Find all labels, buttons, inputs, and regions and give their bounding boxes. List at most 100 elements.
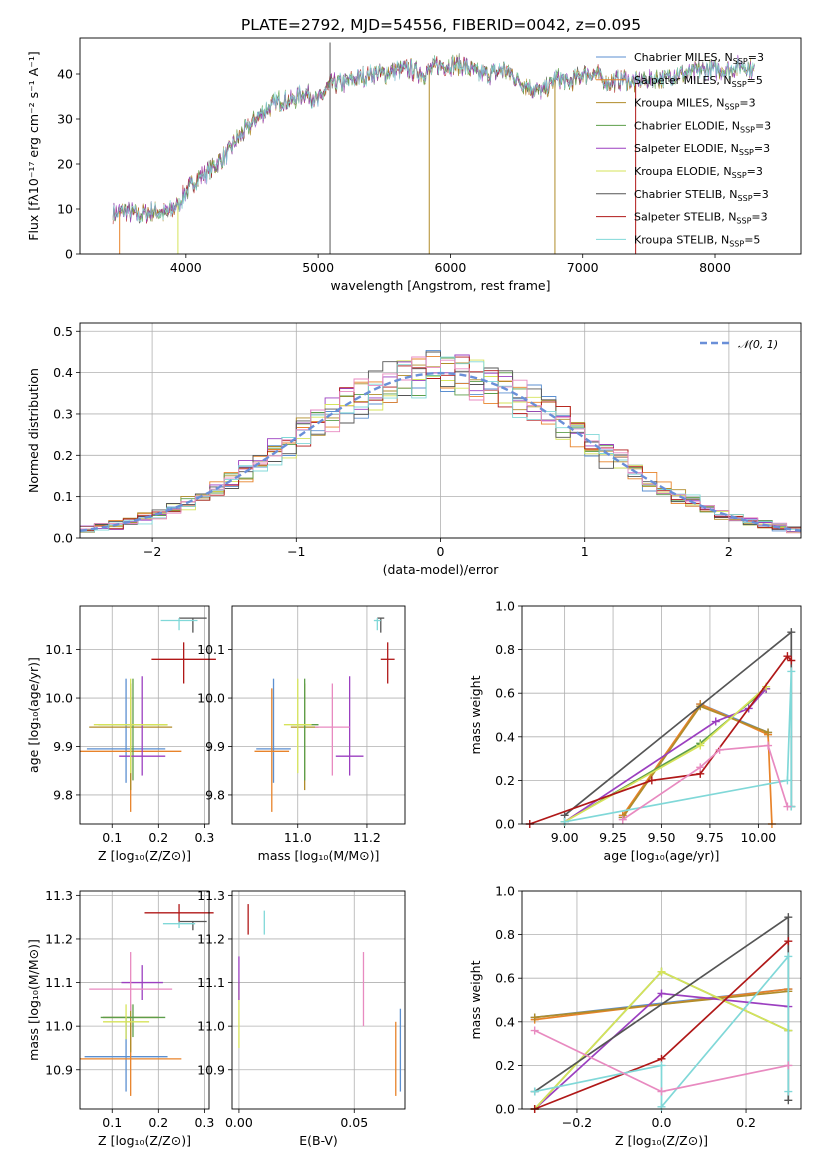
data-point-marker bbox=[784, 1096, 793, 1105]
errorbar-kroupa-stelib bbox=[373, 618, 381, 631]
x-axis-label: (data-model)/error bbox=[383, 562, 500, 577]
data-point-marker bbox=[784, 1087, 793, 1096]
plot-area bbox=[254, 617, 395, 812]
legend-subscript: SSP bbox=[733, 57, 748, 66]
legend-entry-kroupa-elodie: Kroupa ELODIE, NSSP=3 bbox=[634, 165, 763, 180]
data-point-marker bbox=[764, 728, 773, 737]
data-point-marker bbox=[657, 1061, 666, 1070]
plot-area bbox=[80, 904, 214, 1096]
legend-count: =5 bbox=[747, 74, 763, 87]
errorbar-kroupa-elodie bbox=[283, 678, 312, 774]
y-tick-label: 0.1 bbox=[53, 489, 73, 504]
axes-frame bbox=[79, 322, 802, 539]
x-tick-label: 9.00 bbox=[551, 830, 579, 845]
errorbar-chabrier-stelib bbox=[179, 920, 207, 931]
legend-subscript: SSP bbox=[736, 217, 751, 226]
y-tick-label: 0.6 bbox=[495, 686, 515, 701]
plot-area bbox=[112, 42, 755, 254]
legend-count: =5 bbox=[744, 233, 760, 246]
errorbar-kroupa-elodie bbox=[103, 1004, 150, 1040]
plot-area bbox=[79, 349, 802, 534]
legend-subscript: SSP bbox=[732, 171, 747, 180]
errorbar-kroupa-stelib bbox=[160, 618, 198, 631]
figure-title: PLATE=2792, MJD=54556, FIBERID=0042, z=0… bbox=[241, 16, 641, 34]
y-tick-label: 11.3 bbox=[45, 888, 73, 903]
panel-mass-weight-vs-Z: −0.2 0.0 0.2 0.0 0.2 0.4 0.6 0.8 1.0 Z [log₁₀(Z/Z… bbox=[468, 884, 802, 1148]
x-tick-label: 2 bbox=[725, 544, 733, 559]
errorbar-salpeter-stelib bbox=[380, 642, 395, 684]
data-point-marker bbox=[715, 745, 724, 754]
x-tick-label: 0.2 bbox=[736, 1115, 756, 1130]
plot-area bbox=[80, 617, 216, 812]
y-tick-label: 11.0 bbox=[197, 1019, 225, 1034]
legend-subscript: SSP bbox=[724, 103, 739, 112]
legend-subscript: SSP bbox=[740, 125, 755, 134]
y-tick-label: 10 bbox=[57, 202, 73, 217]
legend-count: =3 bbox=[751, 211, 767, 224]
y-axis-label: mass [log₁₀(M/M⊙)] bbox=[26, 939, 41, 1061]
panel-mass-vs-EBV: 0.00 0.05 10.9 11.0 11.1 11.2 11.3 E(B-V) bbox=[197, 888, 406, 1148]
data-point-marker bbox=[784, 952, 793, 961]
errorbar-chabrier-elodie bbox=[100, 1004, 166, 1038]
legend-count: =3 bbox=[754, 142, 770, 155]
legend-subscript: SSP bbox=[732, 80, 747, 89]
x-tick-label: 9.75 bbox=[696, 830, 724, 845]
errorbar-kroupa-stelib bbox=[162, 921, 196, 929]
histogram-step bbox=[80, 356, 801, 532]
data-point-marker bbox=[657, 967, 666, 976]
errorbar-pink bbox=[89, 952, 173, 1011]
data-point-marker bbox=[783, 776, 792, 785]
data-point-marker bbox=[560, 817, 569, 826]
x-axis-label: Z [log₁₀(Z/Z⊙)] bbox=[615, 1133, 708, 1148]
x-tick-label: −0.2 bbox=[562, 1115, 592, 1130]
data-point-marker bbox=[647, 776, 656, 785]
x-axis-label: Z [log₁₀(Z/Z⊙)] bbox=[98, 848, 191, 863]
series-line bbox=[564, 671, 793, 823]
x-tick-label: 0.1 bbox=[102, 830, 122, 845]
errorbar-salpeter-elodie bbox=[335, 676, 364, 776]
errorbar-pink bbox=[315, 683, 350, 776]
y-axis-label: mass weight bbox=[468, 675, 483, 754]
y-tick-label: 10.1 bbox=[45, 642, 73, 657]
errorbar-salpeter-elodie bbox=[121, 965, 163, 1000]
x-tick-label: 0.05 bbox=[340, 1115, 368, 1130]
y-tick-label: 0.3 bbox=[53, 406, 73, 421]
x-tick-label: 6000 bbox=[435, 260, 467, 275]
y-tick-label: 30 bbox=[57, 112, 73, 127]
y-axis-label: Normed distribution bbox=[26, 368, 41, 493]
data-point-marker bbox=[657, 989, 666, 998]
errorbar-chabrier-miles bbox=[256, 678, 291, 783]
y-tick-label: 9.8 bbox=[53, 787, 73, 802]
x-tick-label: 0.3 bbox=[194, 830, 214, 845]
y-tick-label: 11.2 bbox=[45, 931, 73, 946]
x-tick-label: 9.25 bbox=[599, 830, 627, 845]
x-tick-label: 0.00 bbox=[225, 1115, 253, 1130]
y-tick-label: 20 bbox=[57, 157, 73, 172]
x-tick-label: 0 bbox=[437, 544, 445, 559]
x-tick-label: 0.0 bbox=[652, 1115, 672, 1130]
y-tick-label: 0.8 bbox=[495, 642, 515, 657]
legend-entry-salpeter-miles: Salpeter MILES, NSSP=5 bbox=[634, 74, 763, 89]
y-tick-label: 0.2 bbox=[495, 773, 515, 788]
legend-subscript: SSP bbox=[729, 239, 744, 248]
x-tick-label: 7000 bbox=[567, 260, 599, 275]
spectrum-trace bbox=[112, 54, 755, 223]
errorbar-salpeter-stelib bbox=[151, 642, 216, 684]
data-point-marker bbox=[783, 802, 792, 811]
axes-frame bbox=[79, 37, 802, 255]
y-tick-label: 10.0 bbox=[45, 691, 73, 706]
plot-area bbox=[530, 913, 793, 1113]
data-point-marker bbox=[784, 913, 793, 922]
y-axis-label: Flux [fλ10⁻¹⁷ erg cm⁻² s⁻¹ A⁻¹] bbox=[26, 51, 41, 240]
panel-spectrum: 4000 5000 6000 7000 8000 0 10 20 30 40 wavelength … bbox=[26, 37, 802, 293]
y-tick-label: 0.4 bbox=[495, 729, 515, 744]
data-point-marker bbox=[530, 1026, 539, 1035]
y-tick-label: 0.2 bbox=[53, 448, 73, 463]
x-tick-label: 0.3 bbox=[194, 1115, 214, 1130]
y-tick-label: 0.2 bbox=[495, 1058, 515, 1073]
data-point-marker bbox=[764, 741, 773, 750]
y-tick-label: 40 bbox=[57, 67, 73, 82]
x-tick-label: 9.50 bbox=[648, 830, 676, 845]
